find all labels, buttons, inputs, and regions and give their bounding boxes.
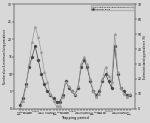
Estimated standing prevalence (%) — [25, 86, 27, 87]
Number alive — [19, 105, 21, 106]
Number alive — [80, 66, 82, 68]
Line: Estimated standing prevalence (%): Estimated standing prevalence (%) — [19, 26, 131, 110]
Number alive — [95, 94, 97, 96]
Number alive — [71, 91, 73, 92]
Estimated standing prevalence (%) — [34, 26, 36, 27]
Estimated standing prevalence (%) — [126, 96, 128, 98]
Estimated standing prevalence (%) — [65, 81, 67, 83]
Number alive — [105, 73, 106, 75]
Estimated standing prevalence (%) — [117, 71, 119, 72]
Number alive — [22, 98, 24, 99]
Number alive — [62, 94, 64, 96]
Number alive — [120, 87, 122, 89]
Estimated standing prevalence (%) — [50, 93, 51, 95]
Number alive — [40, 73, 42, 75]
Line: Number alive: Number alive — [19, 45, 131, 106]
X-axis label: Trapping period: Trapping period — [61, 116, 89, 120]
Estimated standing prevalence (%) — [28, 63, 30, 65]
Number alive — [37, 59, 39, 61]
Estimated standing prevalence (%) — [80, 63, 82, 65]
Estimated standing prevalence (%) — [53, 101, 54, 102]
Number alive — [99, 91, 100, 92]
Estimated standing prevalence (%) — [46, 81, 48, 83]
Estimated standing prevalence (%) — [105, 66, 106, 68]
Number alive — [28, 66, 30, 68]
Y-axis label: Number alive & minimum living prevalence: Number alive & minimum living prevalence — [3, 29, 7, 84]
Number alive — [114, 45, 116, 47]
Estimated standing prevalence (%) — [83, 56, 85, 57]
Estimated standing prevalence (%) — [62, 96, 64, 98]
Number alive — [50, 94, 51, 96]
Number alive — [31, 56, 33, 57]
Number alive — [126, 94, 128, 96]
Estimated standing prevalence (%) — [71, 90, 73, 92]
Number alive — [46, 91, 48, 92]
Estimated standing prevalence (%) — [37, 36, 39, 38]
Estimated standing prevalence (%) — [108, 75, 109, 77]
Number alive — [89, 80, 91, 82]
Number alive — [117, 73, 119, 75]
Estimated standing prevalence (%) — [123, 93, 125, 95]
Estimated standing prevalence (%) — [74, 93, 76, 95]
Estimated standing prevalence (%) — [59, 105, 61, 107]
Number alive — [108, 80, 109, 82]
Number alive — [86, 66, 88, 68]
Estimated standing prevalence (%) — [56, 105, 57, 107]
Estimated standing prevalence (%) — [68, 86, 70, 87]
Number alive — [129, 94, 131, 96]
Estimated standing prevalence (%) — [92, 90, 94, 92]
Estimated standing prevalence (%) — [19, 108, 21, 110]
Estimated standing prevalence (%) — [95, 96, 97, 98]
Estimated standing prevalence (%) — [120, 87, 122, 89]
Number alive — [92, 91, 94, 92]
Number alive — [65, 80, 67, 82]
Estimated standing prevalence (%) — [44, 71, 45, 72]
Estimated standing prevalence (%) — [114, 33, 116, 35]
Number alive — [44, 84, 45, 85]
Number alive — [56, 101, 57, 103]
Y-axis label: Estimated standing prevalence (%): Estimated standing prevalence (%) — [143, 34, 147, 79]
Number alive — [111, 87, 112, 89]
Estimated standing prevalence (%) — [22, 101, 24, 102]
Estimated standing prevalence (%) — [99, 93, 100, 95]
Estimated standing prevalence (%) — [102, 78, 103, 80]
Estimated standing prevalence (%) — [40, 51, 42, 53]
Number alive — [68, 87, 70, 89]
Number alive — [74, 94, 76, 96]
Number alive — [53, 98, 54, 99]
Estimated standing prevalence (%) — [77, 86, 79, 87]
Estimated standing prevalence (%) — [86, 63, 88, 65]
Number alive — [102, 80, 103, 82]
Number alive — [123, 91, 125, 92]
Estimated standing prevalence (%) — [129, 93, 131, 95]
Number alive — [34, 45, 36, 47]
Estimated standing prevalence (%) — [31, 41, 33, 42]
Number alive — [59, 101, 61, 103]
Estimated standing prevalence (%) — [111, 81, 112, 83]
Number alive — [25, 84, 27, 85]
Estimated standing prevalence (%) — [89, 78, 91, 80]
Legend: Estimated standing prevalence (%), Number alive: Estimated standing prevalence (%), Numbe… — [91, 5, 134, 10]
Number alive — [83, 59, 85, 61]
Number alive — [77, 87, 79, 89]
